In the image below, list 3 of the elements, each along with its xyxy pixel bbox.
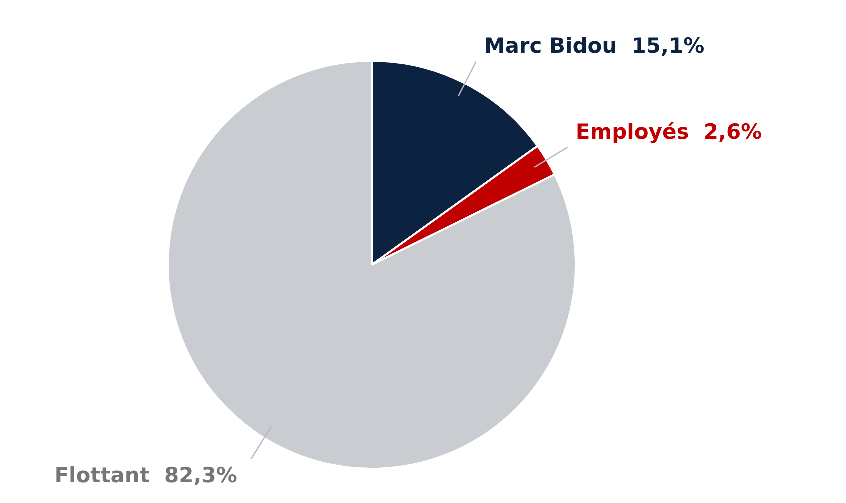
slice-label: Flottant 82,3% <box>54 464 238 488</box>
slice-label: Marc Bidou 15,1% <box>484 34 705 58</box>
slice-label: Employés 2,6% <box>576 120 762 144</box>
